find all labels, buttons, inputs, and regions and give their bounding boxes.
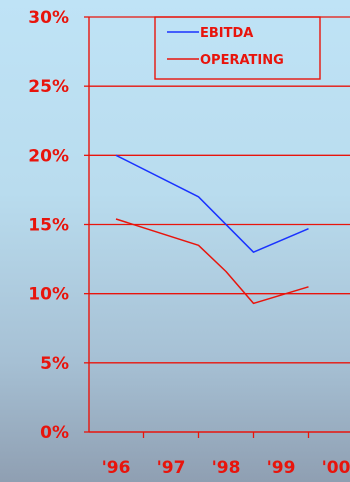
axes [84,16,350,438]
y-tick-labels: 0% 5% 10% 15% 20% 25% 30% [28,8,69,443]
series-lines [115,154,309,305]
legend: EBITDA OPERATING [154,16,321,80]
y-tick-label: 15% [28,216,69,236]
series-line-ebitda [115,154,309,253]
y-tick-label: 10% [28,285,69,305]
x-tick-label: '97 [157,458,186,478]
y-tick-label: 0% [40,423,69,443]
x-tick-label: '00 [322,458,350,478]
x-tick-label: '99 [267,458,296,478]
y-tick-label: 25% [28,77,69,97]
y-tick-label: 5% [40,354,69,374]
x-tick-label: '96 [102,458,131,478]
legend-box [154,16,321,80]
y-tick-label: 30% [28,8,69,28]
series-line-operating [115,218,309,305]
x-tick-label: '98 [212,458,241,478]
legend-label-operating: OPERATING [200,53,284,68]
grid-lines [89,16,350,364]
x-tick-labels: '96 '97 '98 '99 '00 [102,458,350,478]
y-tick-label: 20% [28,146,69,166]
legend-label-ebitda: EBITDA [200,26,253,41]
